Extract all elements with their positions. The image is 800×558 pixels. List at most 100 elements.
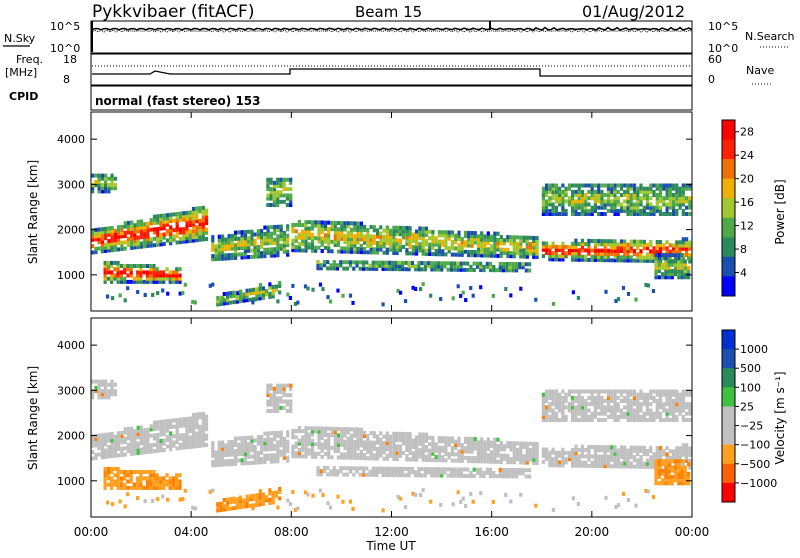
velocity-cell [677, 478, 681, 483]
power-cell [554, 196, 558, 201]
power-cell [113, 183, 117, 188]
power-cell [235, 299, 239, 304]
velocity-cell [431, 435, 435, 440]
velocity-cell [356, 440, 360, 445]
power-cell [454, 236, 458, 241]
velocity-cell [597, 389, 601, 394]
power-cell [665, 249, 669, 254]
power-cell [346, 246, 350, 251]
velocity-cell [286, 430, 290, 435]
velocity-cell [372, 447, 376, 451]
velocity-cell [185, 432, 189, 437]
power-cell [301, 229, 305, 234]
velocity-cell [182, 420, 186, 425]
velocity-cell [110, 479, 114, 484]
power-cell [294, 248, 298, 253]
velocity-cell [554, 405, 558, 410]
velocity-cell [632, 418, 637, 422]
power-cell [142, 264, 146, 268]
velocity-cell [282, 386, 286, 391]
velocity-cell [473, 459, 477, 464]
power-cell [437, 249, 441, 254]
power-cell [577, 186, 581, 191]
power-cell [320, 220, 324, 225]
velocity-cell [392, 457, 396, 461]
power-cell [584, 196, 588, 201]
power-cell [117, 247, 121, 252]
velocity-cell [421, 457, 425, 462]
power-cell [675, 189, 679, 194]
velocity-cell [580, 405, 584, 410]
power-cell [678, 249, 682, 254]
velocity-cell [185, 420, 189, 424]
power-cell [658, 243, 663, 248]
velocity-cell [587, 418, 591, 422]
velocity-cell [379, 444, 383, 448]
velocity-cell [320, 442, 324, 447]
power-cell [123, 264, 127, 268]
power-cell [188, 213, 192, 218]
velocity-cell [623, 445, 627, 450]
velocity-cell [688, 452, 692, 457]
velocity-cell [678, 395, 682, 400]
velocity-cell [459, 499, 463, 504]
velocity-cell [258, 502, 262, 507]
velocity-cell [389, 434, 393, 439]
power-cell [525, 248, 529, 253]
power-cell [191, 225, 196, 230]
power-cell [379, 244, 383, 249]
velocity-cell [376, 434, 380, 439]
velocity-cell [462, 467, 467, 472]
velocity-cell [255, 499, 259, 504]
power-cell [519, 245, 523, 249]
velocity-cell [639, 448, 643, 453]
velocity-cell [258, 489, 262, 494]
velocity-cell [528, 474, 532, 479]
power-cell [162, 242, 166, 246]
power-cell [606, 202, 611, 207]
velocity-cell [240, 458, 244, 463]
velocity-cell [496, 447, 500, 452]
power-cell [408, 229, 412, 234]
power-cell [340, 224, 344, 229]
power-cell [577, 248, 581, 253]
velocity-cell [333, 426, 337, 431]
velocity-cell [423, 467, 427, 472]
velocity-cell [211, 447, 215, 452]
power-colorbar-segment [722, 256, 735, 277]
velocity-cell [369, 440, 373, 445]
power-cell [230, 237, 234, 242]
power-cell [610, 202, 614, 207]
power-cell [685, 199, 689, 204]
power-cell [304, 245, 308, 250]
velocity-cell [363, 453, 367, 457]
velocity-cell [216, 502, 220, 507]
velocity-cell [113, 434, 117, 439]
velocity-cell [411, 441, 415, 446]
power-cell [431, 229, 435, 234]
velocity-cell [665, 414, 669, 419]
power-cell [279, 177, 283, 182]
power-colorbar-tick-label: 24 [740, 149, 754, 162]
velocity-cell [243, 439, 247, 444]
velocity-cell [353, 452, 357, 457]
power-cell [610, 205, 614, 210]
velocity-cell [395, 447, 399, 452]
velocity-cell [369, 446, 373, 451]
power-cell [524, 268, 528, 273]
power-cell [273, 253, 277, 258]
velocity-cell [415, 438, 419, 443]
power-cell [359, 231, 363, 236]
power-cell [349, 246, 354, 251]
power-cell [146, 231, 150, 236]
velocity-cell [623, 464, 627, 469]
power-cell [658, 249, 663, 254]
velocity-cell [434, 442, 438, 447]
velocity-cell [571, 418, 575, 422]
velocity-cell [214, 463, 218, 468]
velocity-cell [260, 438, 264, 443]
power-cell [276, 250, 280, 255]
velocity-cell [97, 389, 101, 394]
velocity-cell [178, 482, 182, 487]
